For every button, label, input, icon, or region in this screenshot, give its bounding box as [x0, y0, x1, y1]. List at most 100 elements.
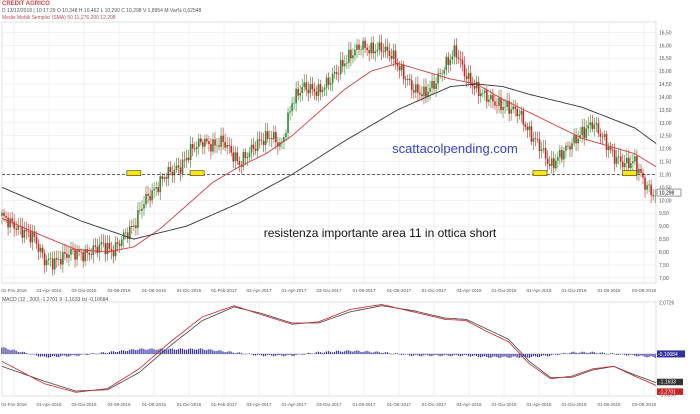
histogram-bar — [496, 353, 498, 358]
candle-body — [273, 132, 275, 140]
candle-body — [557, 157, 559, 161]
x-tick-label: 01-Ott-2017 — [387, 402, 412, 407]
histogram-bar — [102, 352, 104, 354]
histogram-bar — [411, 353, 413, 357]
candle-body — [258, 139, 261, 141]
x-tick-label: 01-Apr-2017 — [281, 288, 307, 293]
histogram-bar — [321, 352, 324, 354]
candle-body — [145, 193, 147, 205]
x-tick-label: 03-Giu-2016 — [71, 402, 97, 407]
y-tick-label: 11,50 — [659, 160, 671, 166]
histogram-bar — [202, 349, 204, 354]
candle-body — [295, 88, 297, 104]
histogram-bar — [433, 353, 435, 356]
histogram-bar — [402, 353, 405, 355]
candle-body — [465, 76, 468, 80]
histogram-bar — [638, 353, 640, 357]
histogram-bar — [70, 353, 72, 356]
candle-body — [260, 140, 263, 142]
histogram-bar — [307, 352, 309, 354]
histogram-bar — [127, 350, 129, 354]
x-tick-label: 03-Giu-2016 — [71, 288, 97, 293]
x-tick-label: 03-Apr-2017 — [246, 402, 272, 407]
histogram-bar — [47, 353, 50, 358]
candle-body — [374, 51, 377, 54]
macd-value-box — [657, 388, 683, 395]
histogram-bar — [484, 353, 486, 357]
histogram-bar — [228, 351, 230, 354]
candle-body — [27, 231, 30, 232]
candle-body — [402, 64, 405, 80]
histogram-bar — [43, 353, 46, 357]
histogram-bar — [116, 352, 119, 354]
histogram-bar — [313, 353, 315, 354]
histogram-bar — [123, 350, 125, 354]
candle-body — [313, 89, 316, 92]
y-tick-label: 9,50 — [659, 211, 669, 217]
histogram-bar — [143, 349, 145, 354]
candle-body — [498, 97, 500, 106]
histogram-bar — [177, 349, 179, 354]
histogram-bar — [455, 353, 457, 355]
histogram-bar — [478, 353, 480, 358]
candle-body — [159, 176, 162, 193]
histogram-bar — [137, 349, 139, 354]
histogram-bar — [100, 352, 102, 354]
candle-body — [577, 138, 579, 144]
histogram-bar — [285, 353, 287, 356]
histogram-bar — [275, 353, 277, 356]
histogram-bar — [181, 348, 184, 354]
last-price-label: 10,298 — [659, 191, 675, 197]
candle-body — [92, 245, 95, 256]
histogram-bar — [135, 350, 137, 354]
candle-body — [516, 108, 519, 116]
candle-body — [427, 91, 429, 97]
candle-body — [161, 176, 164, 179]
histogram-bar — [559, 353, 561, 355]
histogram-bar — [626, 353, 628, 356]
histogram-bar — [254, 353, 257, 356]
candle-body — [532, 138, 535, 142]
x-tick-label: 01-Ott-2016 — [142, 402, 167, 407]
histogram-bar — [289, 353, 291, 356]
histogram-bar — [378, 352, 380, 354]
histogram-bar — [512, 353, 514, 357]
histogram-bar — [407, 353, 409, 355]
histogram-bar — [45, 353, 48, 358]
histogram-bar — [287, 353, 289, 355]
candle-body — [360, 49, 362, 51]
x-tick-label: 01-Giu-2018 — [561, 288, 587, 293]
candle-body — [380, 42, 383, 52]
histogram-bar — [423, 353, 425, 356]
histogram-bar — [569, 352, 571, 354]
candle-body — [141, 208, 143, 211]
candle-body — [319, 84, 322, 93]
candle-body — [569, 146, 571, 150]
y-tick-label: 8,00 — [659, 250, 669, 256]
candle-body — [244, 152, 247, 159]
histogram-bar — [3, 347, 5, 354]
histogram-bar — [279, 353, 281, 355]
candle-body — [62, 252, 64, 265]
candle-body — [208, 141, 210, 144]
histogram-bar — [488, 353, 490, 358]
candle-body — [364, 40, 366, 48]
candle-body — [309, 84, 312, 94]
x-tick-label: 01-08-2018 — [597, 288, 621, 293]
y-tick-label: 8,50 — [659, 237, 669, 243]
candle-body — [33, 231, 36, 237]
histogram-bar — [319, 352, 321, 354]
histogram-bar — [366, 350, 368, 354]
histogram-bar — [591, 351, 593, 354]
candle-body — [638, 168, 640, 174]
histogram-bar — [469, 353, 472, 357]
candle-body — [133, 225, 135, 227]
histogram-bar — [650, 353, 652, 357]
histogram-bar — [23, 351, 25, 354]
histogram-bar — [283, 353, 285, 357]
histogram-bar — [340, 351, 342, 354]
candle-body — [323, 87, 326, 90]
histogram-bar — [169, 348, 171, 354]
candle-body — [3, 212, 5, 216]
histogram-bar — [333, 351, 336, 354]
